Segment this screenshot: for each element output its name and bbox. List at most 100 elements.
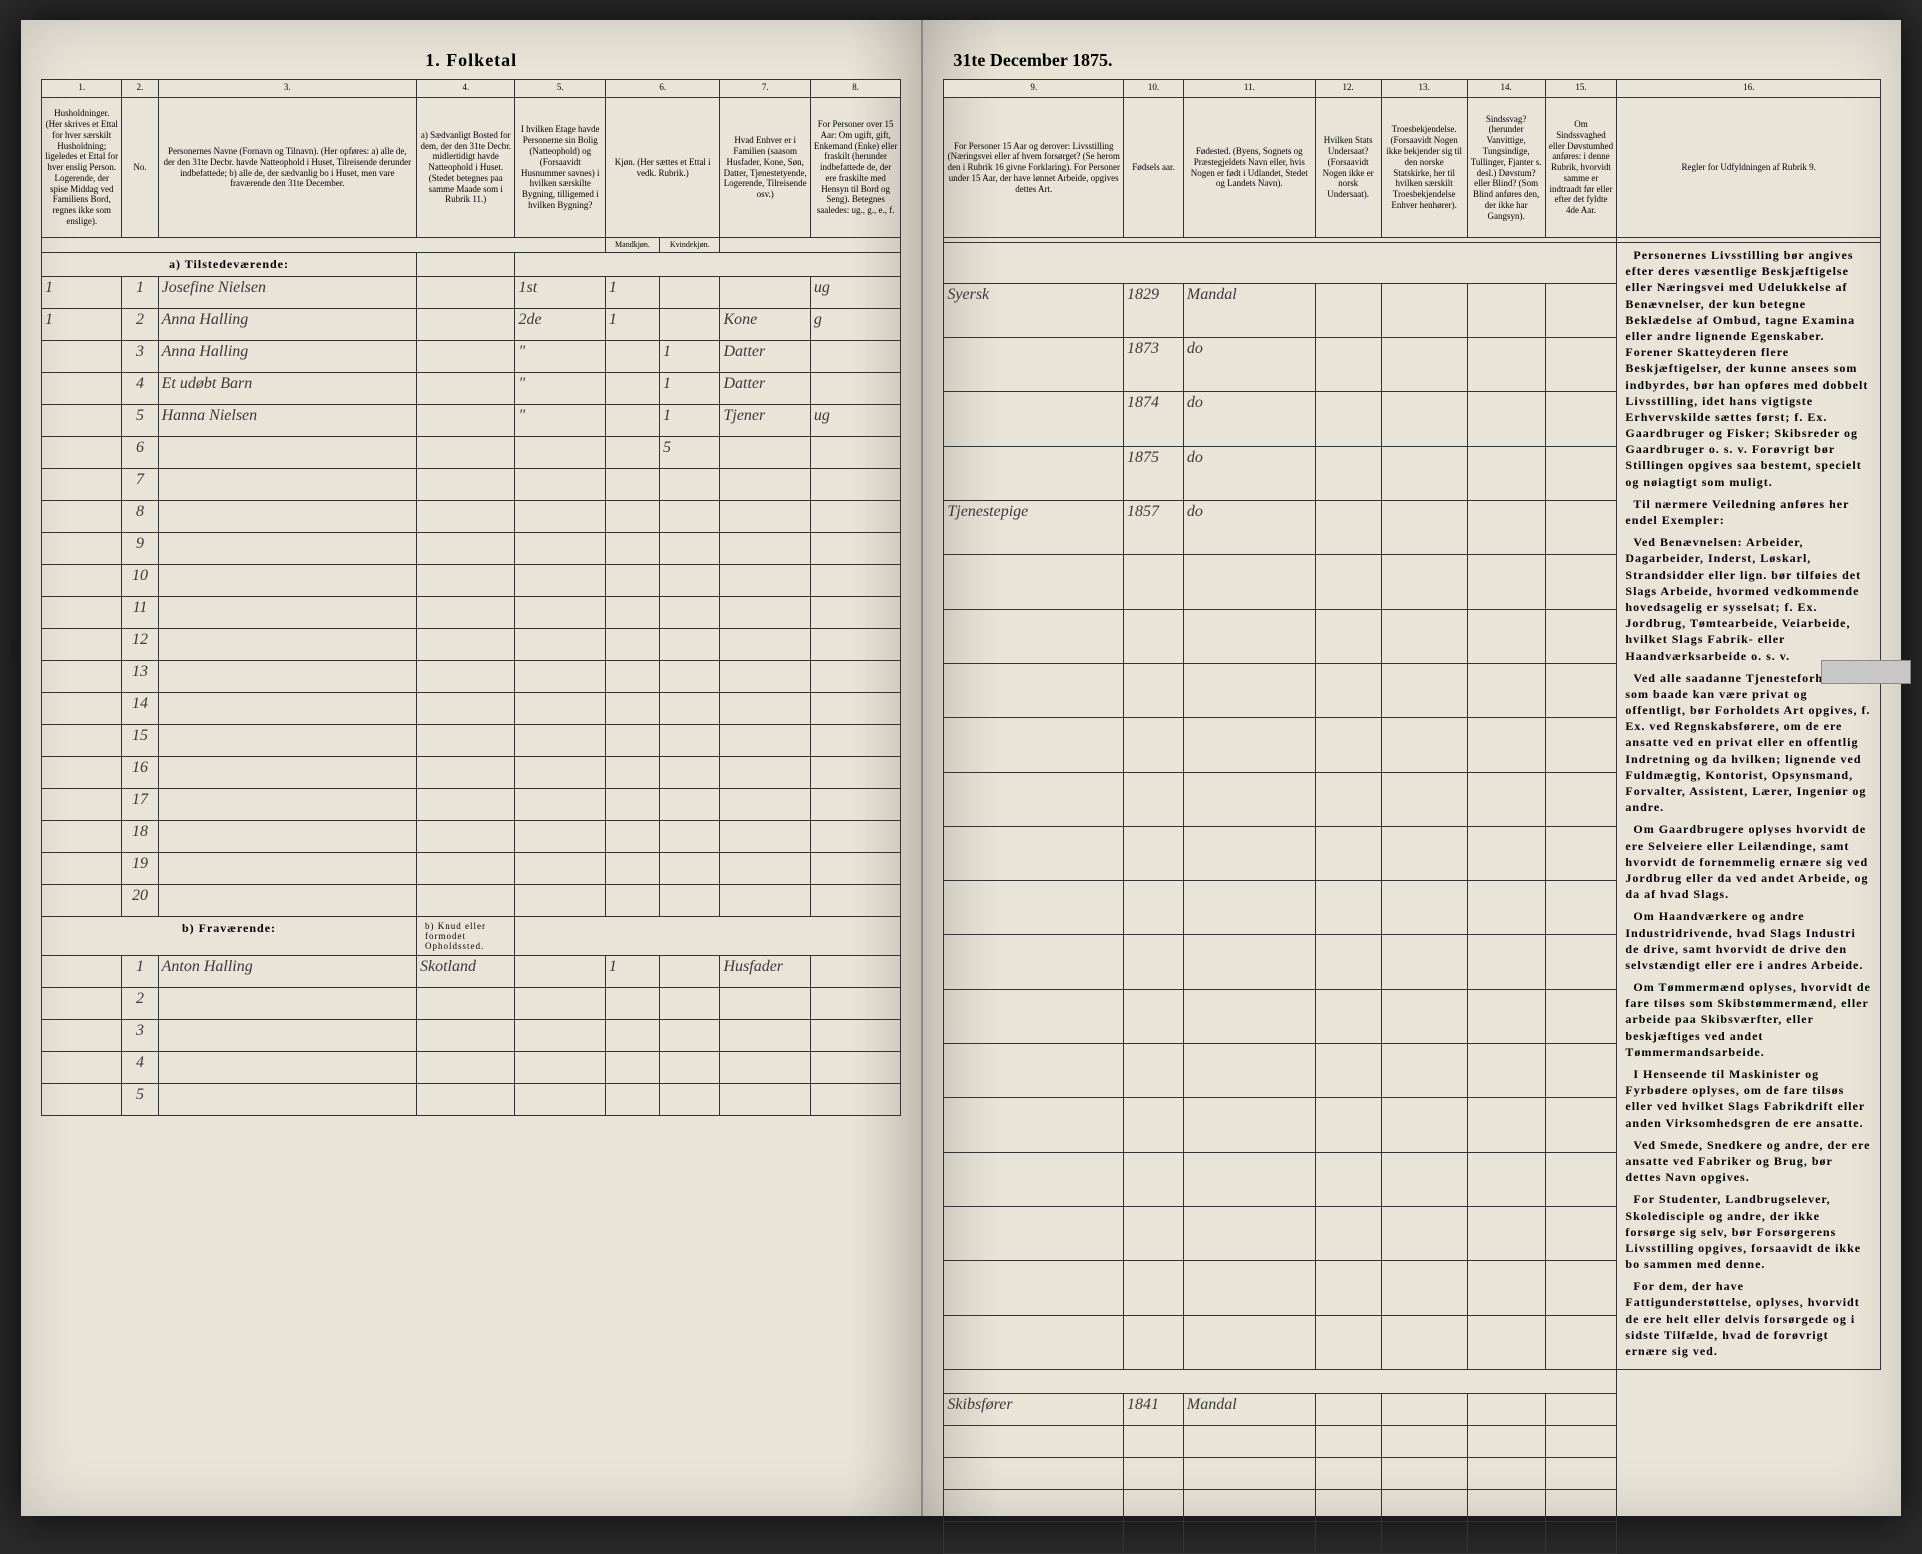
cell-place: Mandal <box>1183 1394 1315 1426</box>
table-row <box>944 1522 1881 1554</box>
cell-family <box>720 1051 810 1083</box>
cell-male <box>605 884 659 916</box>
cell-year: 1875 <box>1124 446 1184 500</box>
cell-c13 <box>1381 446 1467 500</box>
cell-hh <box>42 692 122 724</box>
cell-name <box>158 436 416 468</box>
cell-family <box>720 628 810 660</box>
cell-male <box>605 852 659 884</box>
cell-c12 <box>1315 283 1381 337</box>
cell-name <box>158 1019 416 1051</box>
cell-col4 <box>416 468 515 500</box>
cell-c13 <box>1381 718 1467 772</box>
cell-status <box>810 1019 900 1051</box>
cell-c14 <box>1467 772 1545 826</box>
cell-year <box>1124 1426 1184 1458</box>
header-11: Fødested. (Byens, Sognets og Præstegjeld… <box>1183 98 1315 238</box>
cell-name <box>158 820 416 852</box>
cell-col4 <box>416 1019 515 1051</box>
cell-col5 <box>515 500 605 532</box>
table-row: 1 Anton Halling Skotland 1 Husfader <box>42 955 901 987</box>
cell-year <box>1124 555 1184 609</box>
cell-rownum: 11 <box>122 596 158 628</box>
cell-female <box>660 532 720 564</box>
cell-status: ug <box>810 276 900 308</box>
cell-rownum: 3 <box>122 340 158 372</box>
cell-col5 <box>515 628 605 660</box>
cell-rownum: 14 <box>122 692 158 724</box>
colnum-9: 9. <box>944 80 1124 98</box>
binder-clip-right <box>1821 660 1911 684</box>
table-row: 17 <box>42 788 901 820</box>
cell-rownum: 4 <box>122 1051 158 1083</box>
cell-c12 <box>1315 446 1381 500</box>
cell-female <box>660 955 720 987</box>
cell-family <box>720 820 810 852</box>
cell-name: Anna Halling <box>158 340 416 372</box>
cell-status: ug <box>810 404 900 436</box>
cell-c15 <box>1545 446 1617 500</box>
cell-c15 <box>1545 1490 1617 1522</box>
cell-place: do <box>1183 338 1315 392</box>
cell-c12 <box>1315 1261 1381 1315</box>
cell-hh <box>42 532 122 564</box>
cell-col5 <box>515 564 605 596</box>
cell-rownum: 9 <box>122 532 158 564</box>
cell-female <box>660 1051 720 1083</box>
cell-status <box>810 500 900 532</box>
cell-female <box>660 756 720 788</box>
cell-c13 <box>1381 1426 1467 1458</box>
cell-male <box>605 340 659 372</box>
cell-occupation: Syersk <box>944 283 1124 337</box>
cell-c13 <box>1381 392 1467 446</box>
cell-female <box>660 987 720 1019</box>
cell-hh <box>42 955 122 987</box>
header-12: Hvilken Stats Undersaat? (Forsaavidt Nog… <box>1315 98 1381 238</box>
cell-status <box>810 1051 900 1083</box>
cell-c14 <box>1467 881 1545 935</box>
cell-year <box>1124 663 1184 717</box>
cell-c12 <box>1315 935 1381 989</box>
cell-hh <box>42 820 122 852</box>
cell-family <box>720 692 810 724</box>
cell-col5 <box>515 955 605 987</box>
cell-c15 <box>1545 1261 1617 1315</box>
cell-year: 1841 <box>1124 1394 1184 1426</box>
table-row: 5 Hanna Nielsen " 1 Tjener ug <box>42 404 901 436</box>
colnum-8: 8. <box>810 80 900 98</box>
cell-c14 <box>1467 1098 1545 1152</box>
colnum-5: 5. <box>515 80 605 98</box>
table-row <box>944 1490 1881 1522</box>
cell-status <box>810 884 900 916</box>
cell-c13 <box>1381 555 1467 609</box>
cell-c15 <box>1545 1522 1617 1554</box>
cell-occupation <box>944 446 1124 500</box>
cell-col5 <box>515 660 605 692</box>
cell-name: Anna Halling <box>158 308 416 340</box>
cell-name <box>158 1051 416 1083</box>
table-row: 3 Anna Halling " 1 Datter <box>42 340 901 372</box>
cell-occupation <box>944 609 1124 663</box>
cell-occupation <box>944 772 1124 826</box>
cell-c12 <box>1315 1098 1381 1152</box>
cell-occupation <box>944 718 1124 772</box>
cell-col5: 1st <box>515 276 605 308</box>
cell-c12 <box>1315 338 1381 392</box>
cell-col5 <box>515 1051 605 1083</box>
table-row <box>944 1426 1881 1458</box>
cell-female: 5 <box>660 436 720 468</box>
cell-hh <box>42 884 122 916</box>
cell-place <box>1183 1315 1315 1370</box>
cell-name <box>158 756 416 788</box>
cell-male <box>605 564 659 596</box>
cell-occupation <box>944 1490 1124 1522</box>
header-4: a) Sædvanligt Bosted for dem, der den 31… <box>416 98 515 238</box>
cell-status <box>810 660 900 692</box>
table-row: 4 Et udøbt Barn " 1 Datter <box>42 372 901 404</box>
cell-c14 <box>1467 1315 1545 1370</box>
cell-c14 <box>1467 718 1545 772</box>
header-8: For Personer over 15 Aar: Om ugift, gift… <box>810 98 900 238</box>
table-row: 8 <box>42 500 901 532</box>
cell-occupation <box>944 826 1124 880</box>
table-row: 7 <box>42 468 901 500</box>
